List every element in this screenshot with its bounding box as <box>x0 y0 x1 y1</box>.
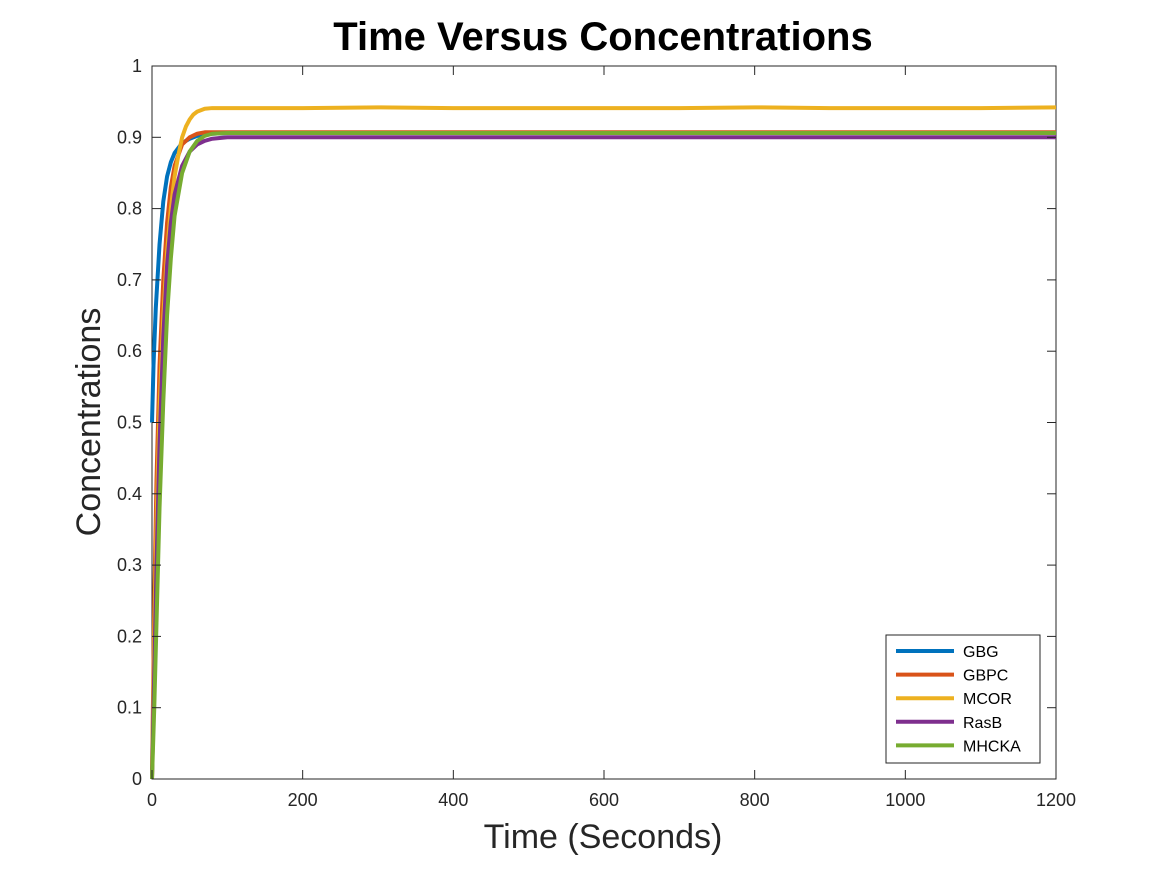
y-tick-label: 1 <box>132 56 142 76</box>
y-tick-label: 0.2 <box>117 626 142 646</box>
legend-label-gbg: GBG <box>963 644 999 661</box>
x-tick-label: 800 <box>740 790 770 810</box>
legend-label-mcor: MCOR <box>963 691 1012 708</box>
y-tick-label: 0.5 <box>117 413 142 433</box>
series-line-rasb <box>150 135 1056 780</box>
legend-label-rasb: RasB <box>963 715 1002 732</box>
legend-label-gbpc: GBPC <box>963 668 1008 685</box>
y-tick-label: 0.1 <box>117 698 142 718</box>
x-tick-label: 0 <box>147 790 157 810</box>
y-tick-label: 0 <box>132 769 142 789</box>
legend-label-mhcka: MHCKA <box>963 738 1021 755</box>
series-line-mhcka <box>150 131 1056 780</box>
y-tick-label: 0.7 <box>117 270 142 290</box>
y-tick-label: 0.6 <box>117 341 142 361</box>
y-tick-label: 0.8 <box>117 199 142 219</box>
x-tick-label: 400 <box>438 790 468 810</box>
legend: GBG GBPC MCOR RasB MHCKA <box>885 634 1041 764</box>
y-tick-label: 0.9 <box>117 127 142 147</box>
y-tick-label: 0.3 <box>117 555 142 575</box>
tick-layer: 0 200 400 600 800 1000 1200 0 0.1 0.2 0.3 0.4 0.5 0.6… <box>117 56 1076 810</box>
x-tick-label: 1200 <box>1036 790 1076 810</box>
x-axis-label: Time (Seconds) <box>484 818 723 856</box>
x-tick-label: 200 <box>288 790 318 810</box>
y-axis-label: Concentrations <box>70 308 108 537</box>
y-tick-label: 0.4 <box>117 484 142 504</box>
chart-title: Time Versus Concentrations <box>333 15 872 59</box>
x-tick-label: 600 <box>589 790 619 810</box>
series-layer <box>150 105 1057 780</box>
x-tick-label: 1000 <box>885 790 925 810</box>
